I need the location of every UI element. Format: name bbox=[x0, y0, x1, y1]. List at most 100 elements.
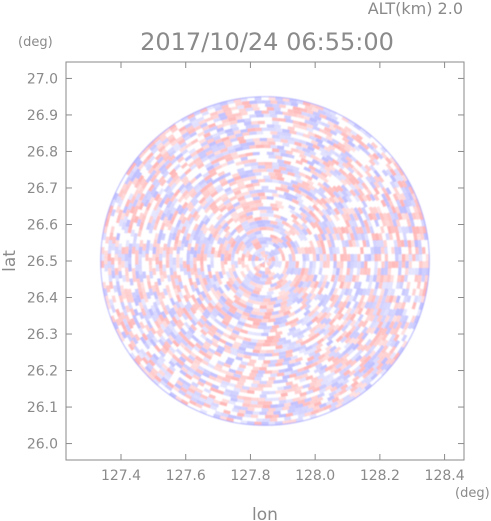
radar-gate bbox=[178, 281, 184, 290]
radar-gate bbox=[268, 390, 276, 395]
radar-gate bbox=[401, 267, 406, 276]
radar-gate bbox=[320, 233, 327, 242]
radar-gate bbox=[190, 267, 195, 276]
radar-gate bbox=[303, 267, 309, 276]
radar-gate bbox=[345, 207, 353, 216]
radar-gate bbox=[243, 399, 252, 405]
radar-gate bbox=[226, 356, 235, 363]
radar-gate bbox=[349, 189, 357, 197]
radar-gate bbox=[300, 267, 306, 276]
radar-gate bbox=[164, 352, 173, 360]
radar-gate bbox=[301, 228, 309, 236]
radar-gate bbox=[348, 331, 357, 339]
radar-gate bbox=[208, 359, 217, 367]
radar-gate bbox=[133, 281, 138, 290]
radar-gate bbox=[173, 145, 182, 153]
radar-gate bbox=[360, 307, 368, 316]
radar-gate bbox=[257, 103, 266, 108]
radar-gate bbox=[166, 349, 175, 357]
radar-gate bbox=[166, 239, 172, 248]
radar-gate bbox=[235, 146, 243, 152]
radar-gate bbox=[402, 233, 408, 241]
radar-gate bbox=[193, 312, 201, 320]
radar-gate bbox=[357, 194, 365, 203]
radar-gate bbox=[263, 343, 271, 347]
radar-gate bbox=[262, 261, 265, 264]
radar-gate bbox=[292, 106, 301, 111]
radar-gate bbox=[338, 281, 345, 290]
radar-gate bbox=[292, 379, 301, 385]
radar-gate bbox=[268, 185, 276, 190]
radar-gate bbox=[125, 167, 133, 176]
radar-gate bbox=[203, 128, 212, 135]
radar-gate bbox=[337, 300, 344, 309]
radar-gate bbox=[216, 407, 224, 413]
radar-gate bbox=[415, 253, 420, 262]
radar-gate bbox=[312, 125, 321, 132]
radar-gate bbox=[140, 308, 147, 317]
radar-gate bbox=[347, 119, 356, 127]
radar-gate bbox=[269, 404, 278, 409]
radar-gate bbox=[197, 384, 205, 391]
radar-gate bbox=[177, 319, 185, 327]
radar-gate bbox=[194, 402, 203, 409]
radar-gate bbox=[397, 246, 402, 255]
radar-gate bbox=[281, 295, 290, 302]
radar-gate bbox=[171, 160, 180, 168]
radar-gate bbox=[186, 157, 194, 165]
radar-gate bbox=[250, 338, 259, 343]
radar-gate bbox=[412, 308, 419, 317]
radar-gate bbox=[173, 382, 182, 390]
radar-gate bbox=[325, 360, 334, 368]
y-tick-label: 26.0 bbox=[27, 437, 58, 453]
radar-gate bbox=[385, 168, 393, 177]
radar-gate bbox=[222, 377, 231, 383]
radar-gate bbox=[152, 253, 156, 261]
radar-gate bbox=[245, 107, 254, 112]
radar-gate bbox=[223, 153, 232, 160]
radar-gate bbox=[375, 212, 381, 221]
radar-gate bbox=[178, 232, 184, 241]
radar-gate bbox=[226, 113, 235, 119]
radar-gate bbox=[369, 326, 377, 335]
radar-gate bbox=[154, 232, 159, 241]
radar-gate bbox=[335, 113, 344, 120]
radar-gate bbox=[280, 261, 286, 269]
radar-gate bbox=[150, 294, 156, 303]
radar-gate bbox=[234, 415, 243, 421]
radar-gate bbox=[239, 243, 247, 252]
radar-gate bbox=[184, 210, 191, 218]
radar-gate bbox=[385, 351, 393, 360]
radar-gate bbox=[107, 291, 113, 300]
radar-gate bbox=[223, 329, 232, 336]
radar-gate bbox=[315, 253, 320, 262]
radar-gate bbox=[250, 277, 259, 284]
radar-gate bbox=[228, 307, 236, 315]
radar-gate bbox=[149, 143, 157, 152]
radar-gate bbox=[221, 150, 230, 157]
radar-gate bbox=[266, 304, 275, 309]
radar-gate bbox=[349, 200, 357, 209]
radar-gate bbox=[285, 353, 293, 358]
radar-gate bbox=[305, 194, 314, 202]
radar-gate bbox=[156, 156, 165, 164]
radar-gate bbox=[189, 364, 198, 372]
radar-gate bbox=[194, 172, 203, 180]
radar-gate bbox=[300, 129, 309, 135]
radar-gate bbox=[223, 362, 232, 369]
radar-gate bbox=[385, 174, 393, 183]
radar-gate bbox=[213, 221, 221, 229]
radar-gate bbox=[176, 267, 181, 276]
radar-gate bbox=[384, 363, 392, 371]
radar-gate bbox=[192, 290, 199, 299]
radar-gate bbox=[231, 390, 240, 396]
radar-gate bbox=[306, 127, 314, 133]
radar-gate bbox=[233, 234, 241, 242]
radar-gate bbox=[394, 253, 399, 262]
radar-gate bbox=[359, 355, 367, 363]
radar-gate bbox=[243, 121, 252, 126]
y-unit-label: (deg) bbox=[18, 35, 53, 50]
radar-gate bbox=[377, 219, 384, 228]
radar-gate bbox=[359, 127, 367, 135]
radar-gate bbox=[282, 111, 290, 116]
